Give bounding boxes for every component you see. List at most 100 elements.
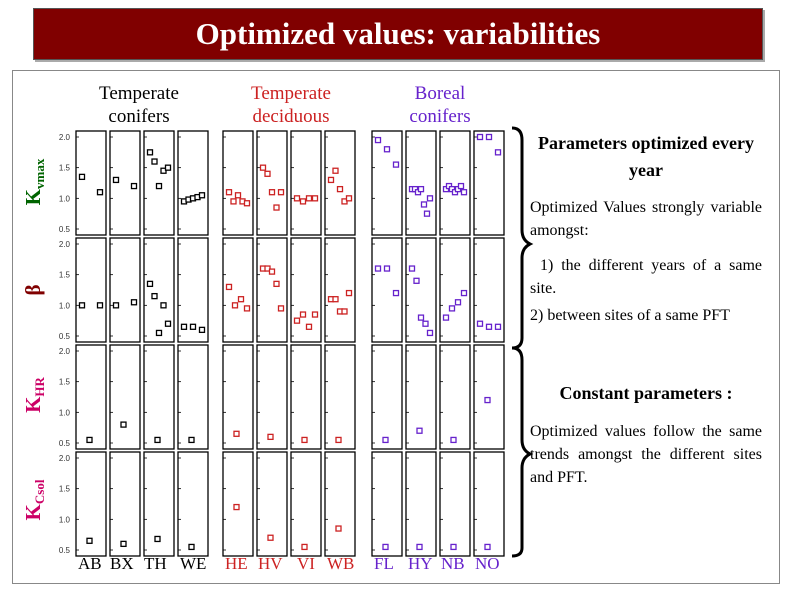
data-point	[457, 182, 465, 190]
site-label-ab: AB	[78, 554, 102, 573]
site-label-hy: HY	[408, 554, 433, 573]
data-point	[198, 192, 206, 199]
panel-frame	[177, 344, 209, 450]
panel-frame	[75, 237, 107, 343]
data-point	[417, 314, 425, 321]
data-point	[268, 268, 276, 275]
site-label-th: TH	[144, 554, 167, 573]
panel-frame	[222, 130, 254, 236]
panel-frame	[109, 451, 141, 557]
data-point	[341, 308, 348, 315]
y-tick-label: 2.0	[59, 133, 71, 142]
data-point	[154, 436, 161, 444]
panel-frame	[256, 344, 288, 450]
data-point	[243, 200, 251, 207]
row-label-3: KHR	[21, 376, 47, 412]
panel-frame	[290, 451, 322, 557]
data-point	[416, 427, 423, 434]
data-point	[237, 296, 245, 303]
data-point	[383, 265, 391, 272]
y-tick-label: 1.5	[59, 271, 71, 280]
site-label-nb: NB	[441, 554, 465, 573]
panel-frame	[371, 130, 403, 236]
data-point	[301, 436, 308, 444]
y-tick-label: 0.5	[59, 439, 71, 448]
data-point	[155, 329, 163, 337]
data-point	[442, 314, 450, 321]
panel-frame	[75, 344, 107, 450]
y-tick-label: 1.5	[59, 378, 71, 387]
panel-frame	[324, 344, 356, 450]
panel-frame	[371, 344, 403, 450]
data-point	[484, 543, 491, 551]
data-point	[382, 436, 389, 444]
data-point	[460, 289, 468, 297]
panel-frame	[473, 344, 505, 450]
site-label-hv: HV	[258, 554, 283, 573]
data-point	[164, 320, 172, 327]
data-point	[327, 176, 335, 184]
right-text-trends: Optimized values follow the same trends …	[530, 423, 762, 486]
site-label-fl: FL	[374, 554, 394, 573]
panel-frame	[405, 130, 437, 236]
y-tick-label: 0.5	[59, 546, 71, 555]
row-label-1: Kvmax	[21, 158, 47, 205]
data-point	[96, 189, 104, 196]
right-text-years: 1) the different years of a same site.	[530, 257, 762, 297]
data-point	[408, 265, 416, 272]
y-tick-label: 1.0	[59, 194, 71, 203]
data-point	[120, 540, 127, 548]
panel-frame	[473, 130, 505, 236]
data-point	[268, 189, 276, 196]
content-frame	[12, 70, 780, 584]
data-point	[335, 436, 342, 444]
panel-frame	[439, 130, 471, 236]
y-tick-label: 2.0	[59, 347, 71, 356]
right-text-sites: 2) between sites of a same PFT	[530, 307, 730, 324]
title-bar: Optimized values: variabilities	[33, 8, 763, 60]
panel-frame	[371, 237, 403, 343]
data-point	[476, 133, 484, 141]
data-point	[345, 289, 353, 297]
data-point	[416, 543, 423, 551]
row-label-4: KCsol	[21, 479, 47, 520]
panel-frame	[75, 130, 107, 236]
panel-frame	[371, 451, 403, 557]
group-label-temperate-conifers: Temperate conifers	[99, 83, 179, 127]
data-point	[311, 311, 319, 318]
data-point	[267, 433, 274, 441]
data-point	[188, 436, 195, 444]
data-point	[112, 302, 120, 309]
data-point	[96, 302, 104, 309]
data-point	[392, 161, 400, 168]
y-tick-label: 0.5	[59, 225, 71, 234]
data-point	[151, 158, 158, 165]
panel-frame	[324, 451, 356, 557]
panel-frame	[439, 451, 471, 557]
data-point	[448, 305, 456, 312]
data-point	[293, 195, 301, 202]
data-point	[273, 280, 280, 288]
data-point	[146, 149, 154, 156]
data-point	[374, 265, 382, 272]
data-point	[494, 149, 502, 156]
data-point	[311, 195, 319, 202]
brace-constant	[511, 346, 534, 558]
right-heading-constant: Constant parameters :	[559, 383, 733, 403]
data-point	[450, 436, 457, 444]
data-point	[392, 289, 400, 297]
data-point	[460, 189, 468, 196]
data-point	[420, 201, 428, 208]
data-point	[305, 323, 313, 330]
data-point	[426, 329, 434, 337]
data-point	[233, 503, 240, 511]
y-tick-label: 1.0	[59, 301, 71, 310]
data-point	[293, 317, 301, 324]
panel-frame	[290, 130, 322, 236]
panel-frame	[143, 344, 175, 450]
data-point	[345, 195, 353, 202]
data-point	[299, 311, 307, 318]
data-point	[230, 198, 237, 205]
panel-frame	[290, 237, 322, 343]
slide-title: Optimized values: variabilities	[195, 16, 601, 51]
